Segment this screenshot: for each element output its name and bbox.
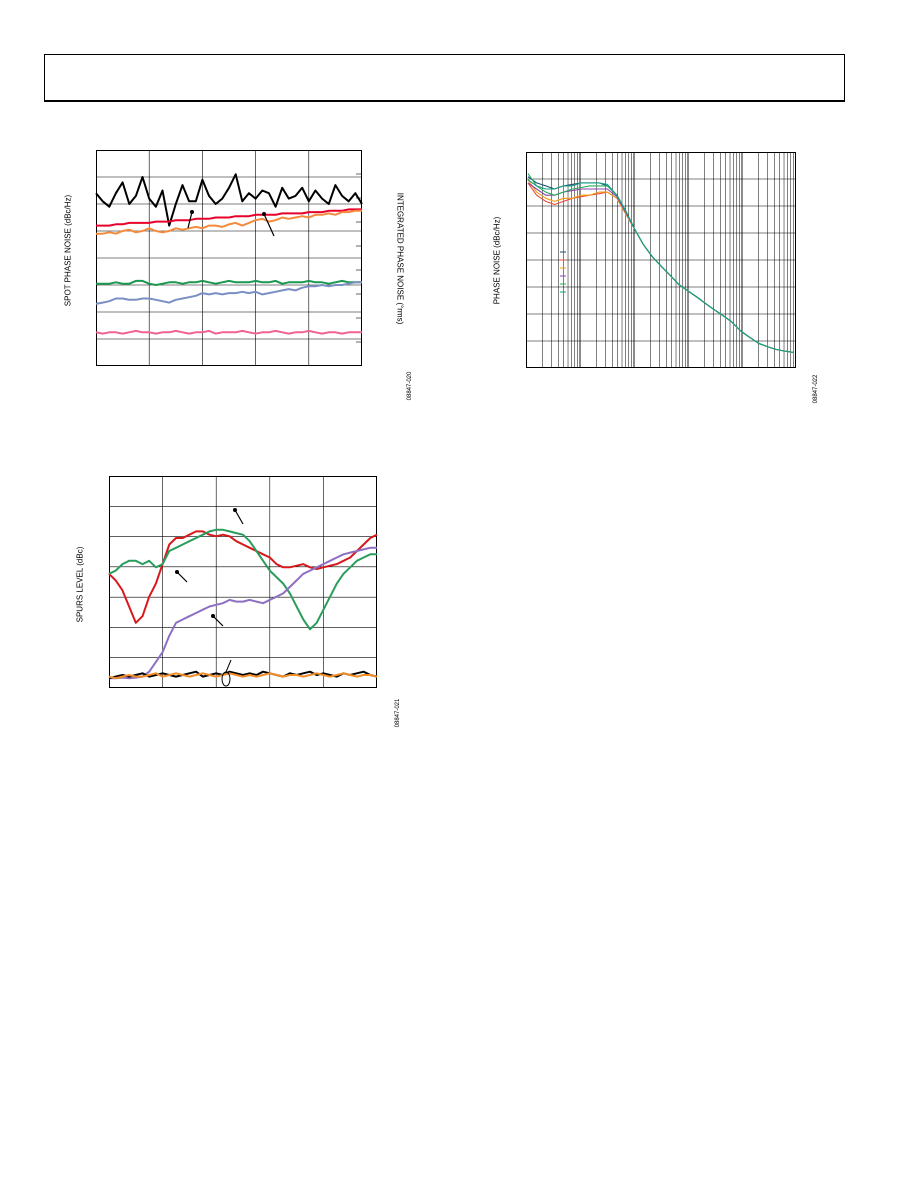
chart1-series-line-5 <box>95 329 362 335</box>
chart1-series-line-4 <box>95 281 362 305</box>
chart3-frame <box>109 476 377 688</box>
chart1-annotation-arrow <box>263 213 275 237</box>
chart1-annotation-arrowhead <box>190 210 194 214</box>
chart1-series-line-2 <box>96 209 362 235</box>
chart3-annotation-arrow <box>176 571 188 583</box>
chart3-annotation-arrowhead <box>233 508 237 512</box>
chart3-annotation-arrow <box>234 509 244 525</box>
chart3-annotation-leader <box>225 659 232 673</box>
chart1-series-line-3 <box>96 279 362 286</box>
chart1-y2-axis-label: INTEGRATED PHASE NOISE (°rms) <box>395 192 405 325</box>
chart1-figure-id: 08847-020 <box>407 371 413 401</box>
chart1-annotation-arrow <box>187 211 193 229</box>
chart3-annotation-arrowhead <box>211 614 215 618</box>
page-header-box <box>44 54 845 102</box>
chart1-series-line-0 <box>95 173 363 227</box>
chart3-y-axis-label: SPURS LEVEL (dBc) <box>75 546 85 623</box>
chart3-series-line-4 <box>108 672 378 680</box>
spurs-level-chart <box>108 476 378 688</box>
chart3-annotation-arrowhead <box>175 570 179 574</box>
chart3-annotation-arrow <box>212 615 224 627</box>
chart3-figure-id: 08847-021 <box>395 698 401 728</box>
chart3-series-line-0 <box>108 530 378 624</box>
chart1-series-line-1 <box>96 208 362 227</box>
chart3-series-line-1 <box>108 528 377 631</box>
chart2-y-axis-label: PHASE NOISE (dBc/Hz) <box>492 216 502 305</box>
chart1-annotation-arrowhead <box>262 212 266 216</box>
chart1-y-axis-label: SPOT PHASE NOISE (dBc/Hz) <box>63 194 73 307</box>
chart2-series-line-5 <box>527 179 795 354</box>
chart3-series-line-2 <box>109 546 377 680</box>
phase-noise-vs-frequency-chart <box>526 152 796 368</box>
chart2-figure-id: 08847-022 <box>813 374 819 404</box>
spot-phase-noise-chart <box>95 150 363 366</box>
